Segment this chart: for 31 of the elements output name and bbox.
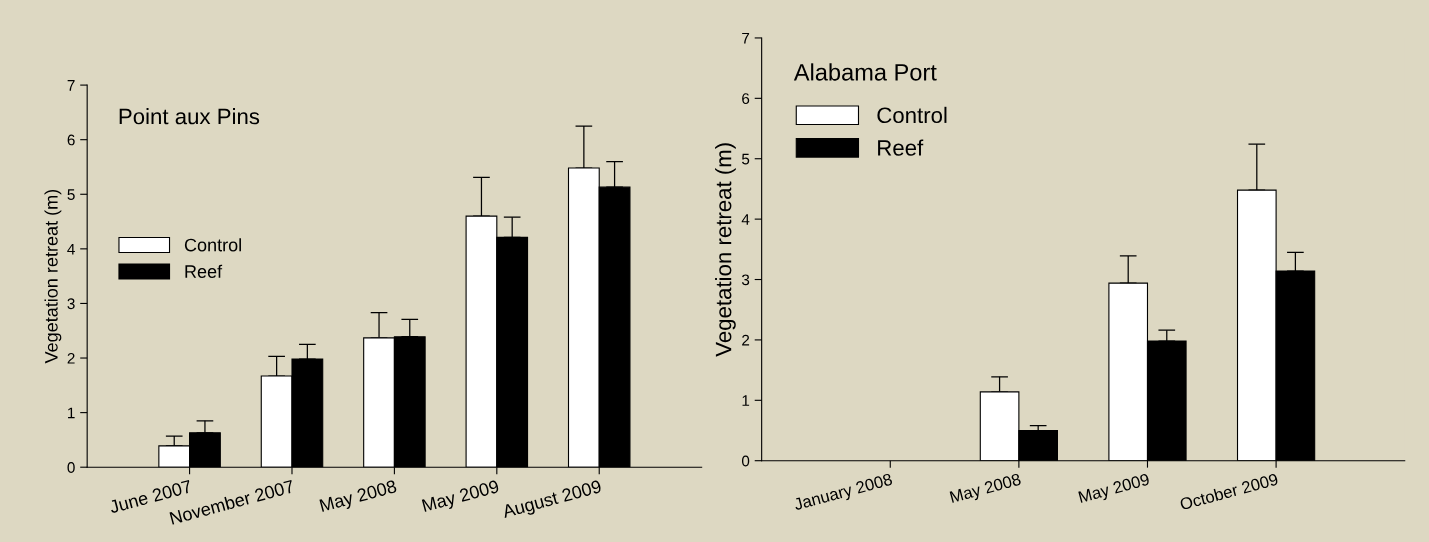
- x-tick-label: May 2009: [1078, 473, 1151, 507]
- x-tick-label: August 2009: [501, 479, 603, 522]
- text: Point aux Pins: [119, 108, 260, 125]
- legend-label: Reef: [185, 264, 223, 278]
- y-axis-title: Vegetation retreat (m): [715, 143, 736, 357]
- y-tick-label: 6: [67, 134, 75, 146]
- text: Alabama Port: [793, 63, 937, 81]
- y-tick-label: 4: [741, 214, 750, 225]
- y-tick-label: 7: [742, 32, 750, 44]
- y-tick-label: 6: [742, 93, 750, 105]
- y-tick-label: 1: [68, 407, 75, 419]
- legend-label: Reef: [878, 139, 924, 156]
- y-tick-label: 0: [67, 462, 75, 473]
- x-tick-label: May 2008: [949, 473, 1023, 507]
- y-tick-label: 3: [741, 274, 750, 286]
- y-axis-title: Vegetation retreat (m): [44, 189, 62, 364]
- y-tick-label: 2: [67, 352, 75, 364]
- legend-label: Control: [184, 238, 241, 252]
- y-tick-label: 5: [741, 153, 750, 165]
- y-tick-label: 5: [67, 189, 75, 200]
- x-tick-label: May 2009: [421, 479, 501, 516]
- x-tick-label: October 2009: [1179, 472, 1279, 511]
- x-tick-label: January 2008: [793, 473, 894, 514]
- y-tick-label: 2: [742, 334, 750, 346]
- y-tick-label: 7: [67, 80, 75, 91]
- y-tick-label: 3: [67, 298, 75, 310]
- y-tick-label: 1: [742, 395, 750, 406]
- y-tick-label: 0: [741, 455, 750, 467]
- legend-label: Control: [877, 106, 947, 124]
- x-tick-label: May 2008: [319, 479, 399, 516]
- y-tick-label: 4: [67, 243, 75, 255]
